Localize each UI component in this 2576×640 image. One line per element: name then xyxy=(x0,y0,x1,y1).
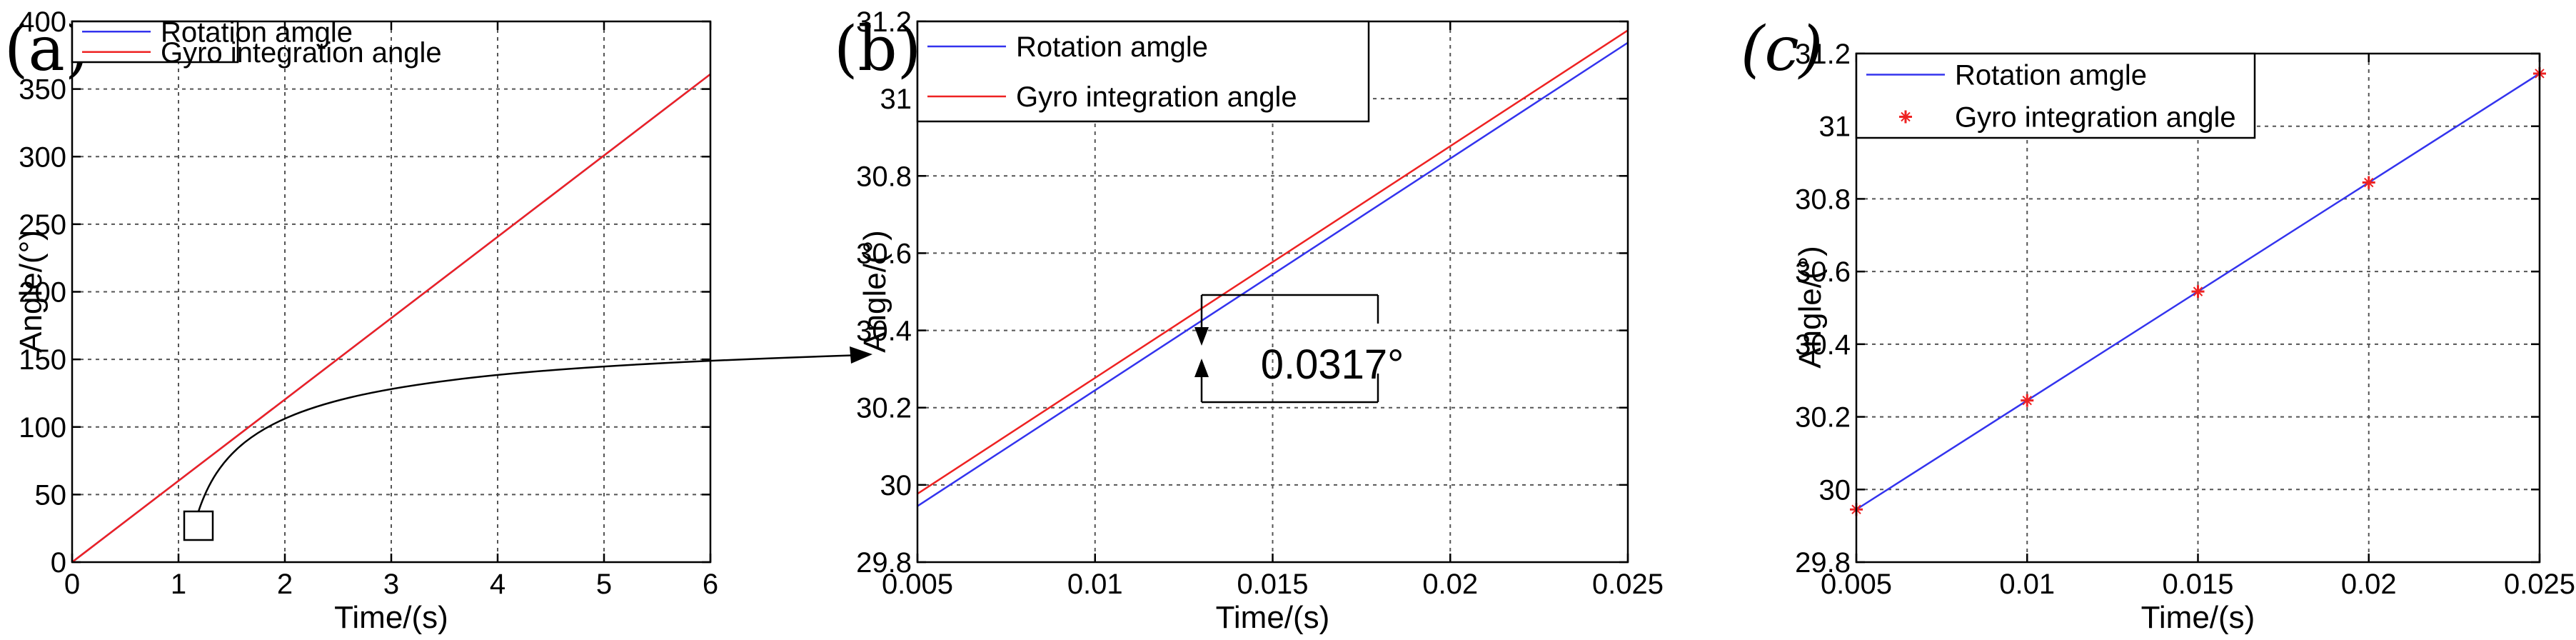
legend-box xyxy=(916,20,1370,123)
legend: Rotation amgle Gyro integration angle xyxy=(1855,52,2256,139)
x-tick-label: 0 xyxy=(64,569,80,600)
y-tick-label: 150 xyxy=(19,344,66,376)
x-tick-label: 0.025 xyxy=(2504,569,2575,600)
zoom-region-box xyxy=(183,510,214,541)
y-tick-label: 30.8 xyxy=(856,161,912,192)
x-axis-label: Time/(s) xyxy=(334,600,448,635)
series-marker xyxy=(2362,176,2375,189)
panel-label-c: (c) xyxy=(1741,14,1823,85)
x-tick-label: 1 xyxy=(171,569,186,600)
legend-box xyxy=(71,20,239,64)
x-tick-label: 5 xyxy=(596,569,612,600)
y-tick-label: 50 xyxy=(35,479,67,511)
y-axis-label: Angle/(°) xyxy=(1793,246,1828,369)
y-tick-label: 100 xyxy=(19,412,66,444)
x-axis-label: Time/(s) xyxy=(2141,600,2255,635)
legend-swatch xyxy=(1899,110,1912,124)
y-tick-label: 350 xyxy=(19,74,66,106)
y-tick-label: 29.8 xyxy=(856,547,912,579)
legend: Rotation amgle Gyro integration angle xyxy=(916,20,1370,123)
y-tick-label: 200 xyxy=(19,277,66,309)
series-line xyxy=(917,41,1629,507)
y-tick-label: 31 xyxy=(880,84,912,115)
y-tick-label: 29.8 xyxy=(1795,547,1851,579)
zoom-connector-curve xyxy=(197,354,865,512)
annotation-arrowhead-down xyxy=(1194,327,1209,346)
annotation-arrowhead-up xyxy=(1194,359,1209,377)
x-tick-label: 4 xyxy=(490,569,505,600)
x-tick-label: 0.02 xyxy=(2341,569,2397,600)
y-axis-label: Angle/(°) xyxy=(857,230,892,353)
x-tick-label: 0.02 xyxy=(1422,569,1478,600)
y-tick-label: 30.4 xyxy=(856,316,912,347)
x-tick-label: 0.01 xyxy=(1067,569,1123,600)
series-marker xyxy=(2021,394,2034,407)
x-tick-label: 0.015 xyxy=(1237,569,1308,600)
x-tick-label: 0.015 xyxy=(2162,569,2233,600)
x-tick-label: 3 xyxy=(383,569,399,600)
difference-annotation: 0.0317° xyxy=(1194,294,1404,404)
legend-label: Gyro integration angle xyxy=(1955,102,2236,134)
zoom-connector-arrowhead xyxy=(850,346,872,364)
x-tick-label: 0.005 xyxy=(1821,569,1892,600)
y-tick-label: 300 xyxy=(19,141,66,173)
y-tick-label: 30.8 xyxy=(1795,184,1851,215)
y-tick-label: 30.6 xyxy=(856,238,912,269)
y-axis-label: Angle/(°) xyxy=(14,230,49,353)
legend-label: Gyro integration angle xyxy=(1016,81,1297,113)
y-tick-label: 31.2 xyxy=(856,6,912,38)
y-tick-label: 30.4 xyxy=(1795,329,1851,361)
x-tick-label: 0.01 xyxy=(1999,569,2055,600)
series-line xyxy=(71,73,711,563)
y-tick-label: 0 xyxy=(51,547,66,579)
y-tick-label: 31 xyxy=(1819,111,1851,143)
y-tick-label: 30.2 xyxy=(1795,402,1851,434)
y-tick-label: 30.6 xyxy=(1795,256,1851,288)
y-tick-label: 250 xyxy=(19,209,66,241)
legend-box xyxy=(1855,52,2256,139)
y-tick-label: 31.2 xyxy=(1795,39,1851,70)
y-tick-label: 400 xyxy=(19,6,66,38)
x-tick-label: 6 xyxy=(703,569,718,600)
series-line xyxy=(917,29,1629,495)
legend-label: Rotation amgle xyxy=(1955,60,2147,91)
panel-label-b: (b) xyxy=(834,14,921,85)
difference-value: 0.0317° xyxy=(1261,341,1404,388)
chart-panel-b: 0.005 0.01 0.015 0.02 0.025 29.8 30 30.2 30.4 30.… xyxy=(856,6,1664,635)
series-marker xyxy=(2191,285,2205,299)
x-tick-label: 0.025 xyxy=(1592,569,1664,600)
x-axis-label: Time/(s) xyxy=(1216,600,1330,635)
legend-label: Gyro integration angle xyxy=(161,37,442,69)
y-tick-label: 30 xyxy=(1819,474,1851,506)
x-tick-label: 0.005 xyxy=(882,569,953,600)
plot-frame xyxy=(71,20,712,564)
y-tick-label: 30.2 xyxy=(856,393,912,424)
chart-panel-c: 0.005 0.01 0.015 0.02 0.025 29.8 30 30.2 30.4 30.… xyxy=(1793,39,2575,635)
legend-label: Rotation amgle xyxy=(161,16,353,48)
x-tick-label: 2 xyxy=(277,569,293,600)
y-tick-label: 30 xyxy=(880,470,912,501)
legend-label: Rotation amgle xyxy=(1016,31,1208,63)
